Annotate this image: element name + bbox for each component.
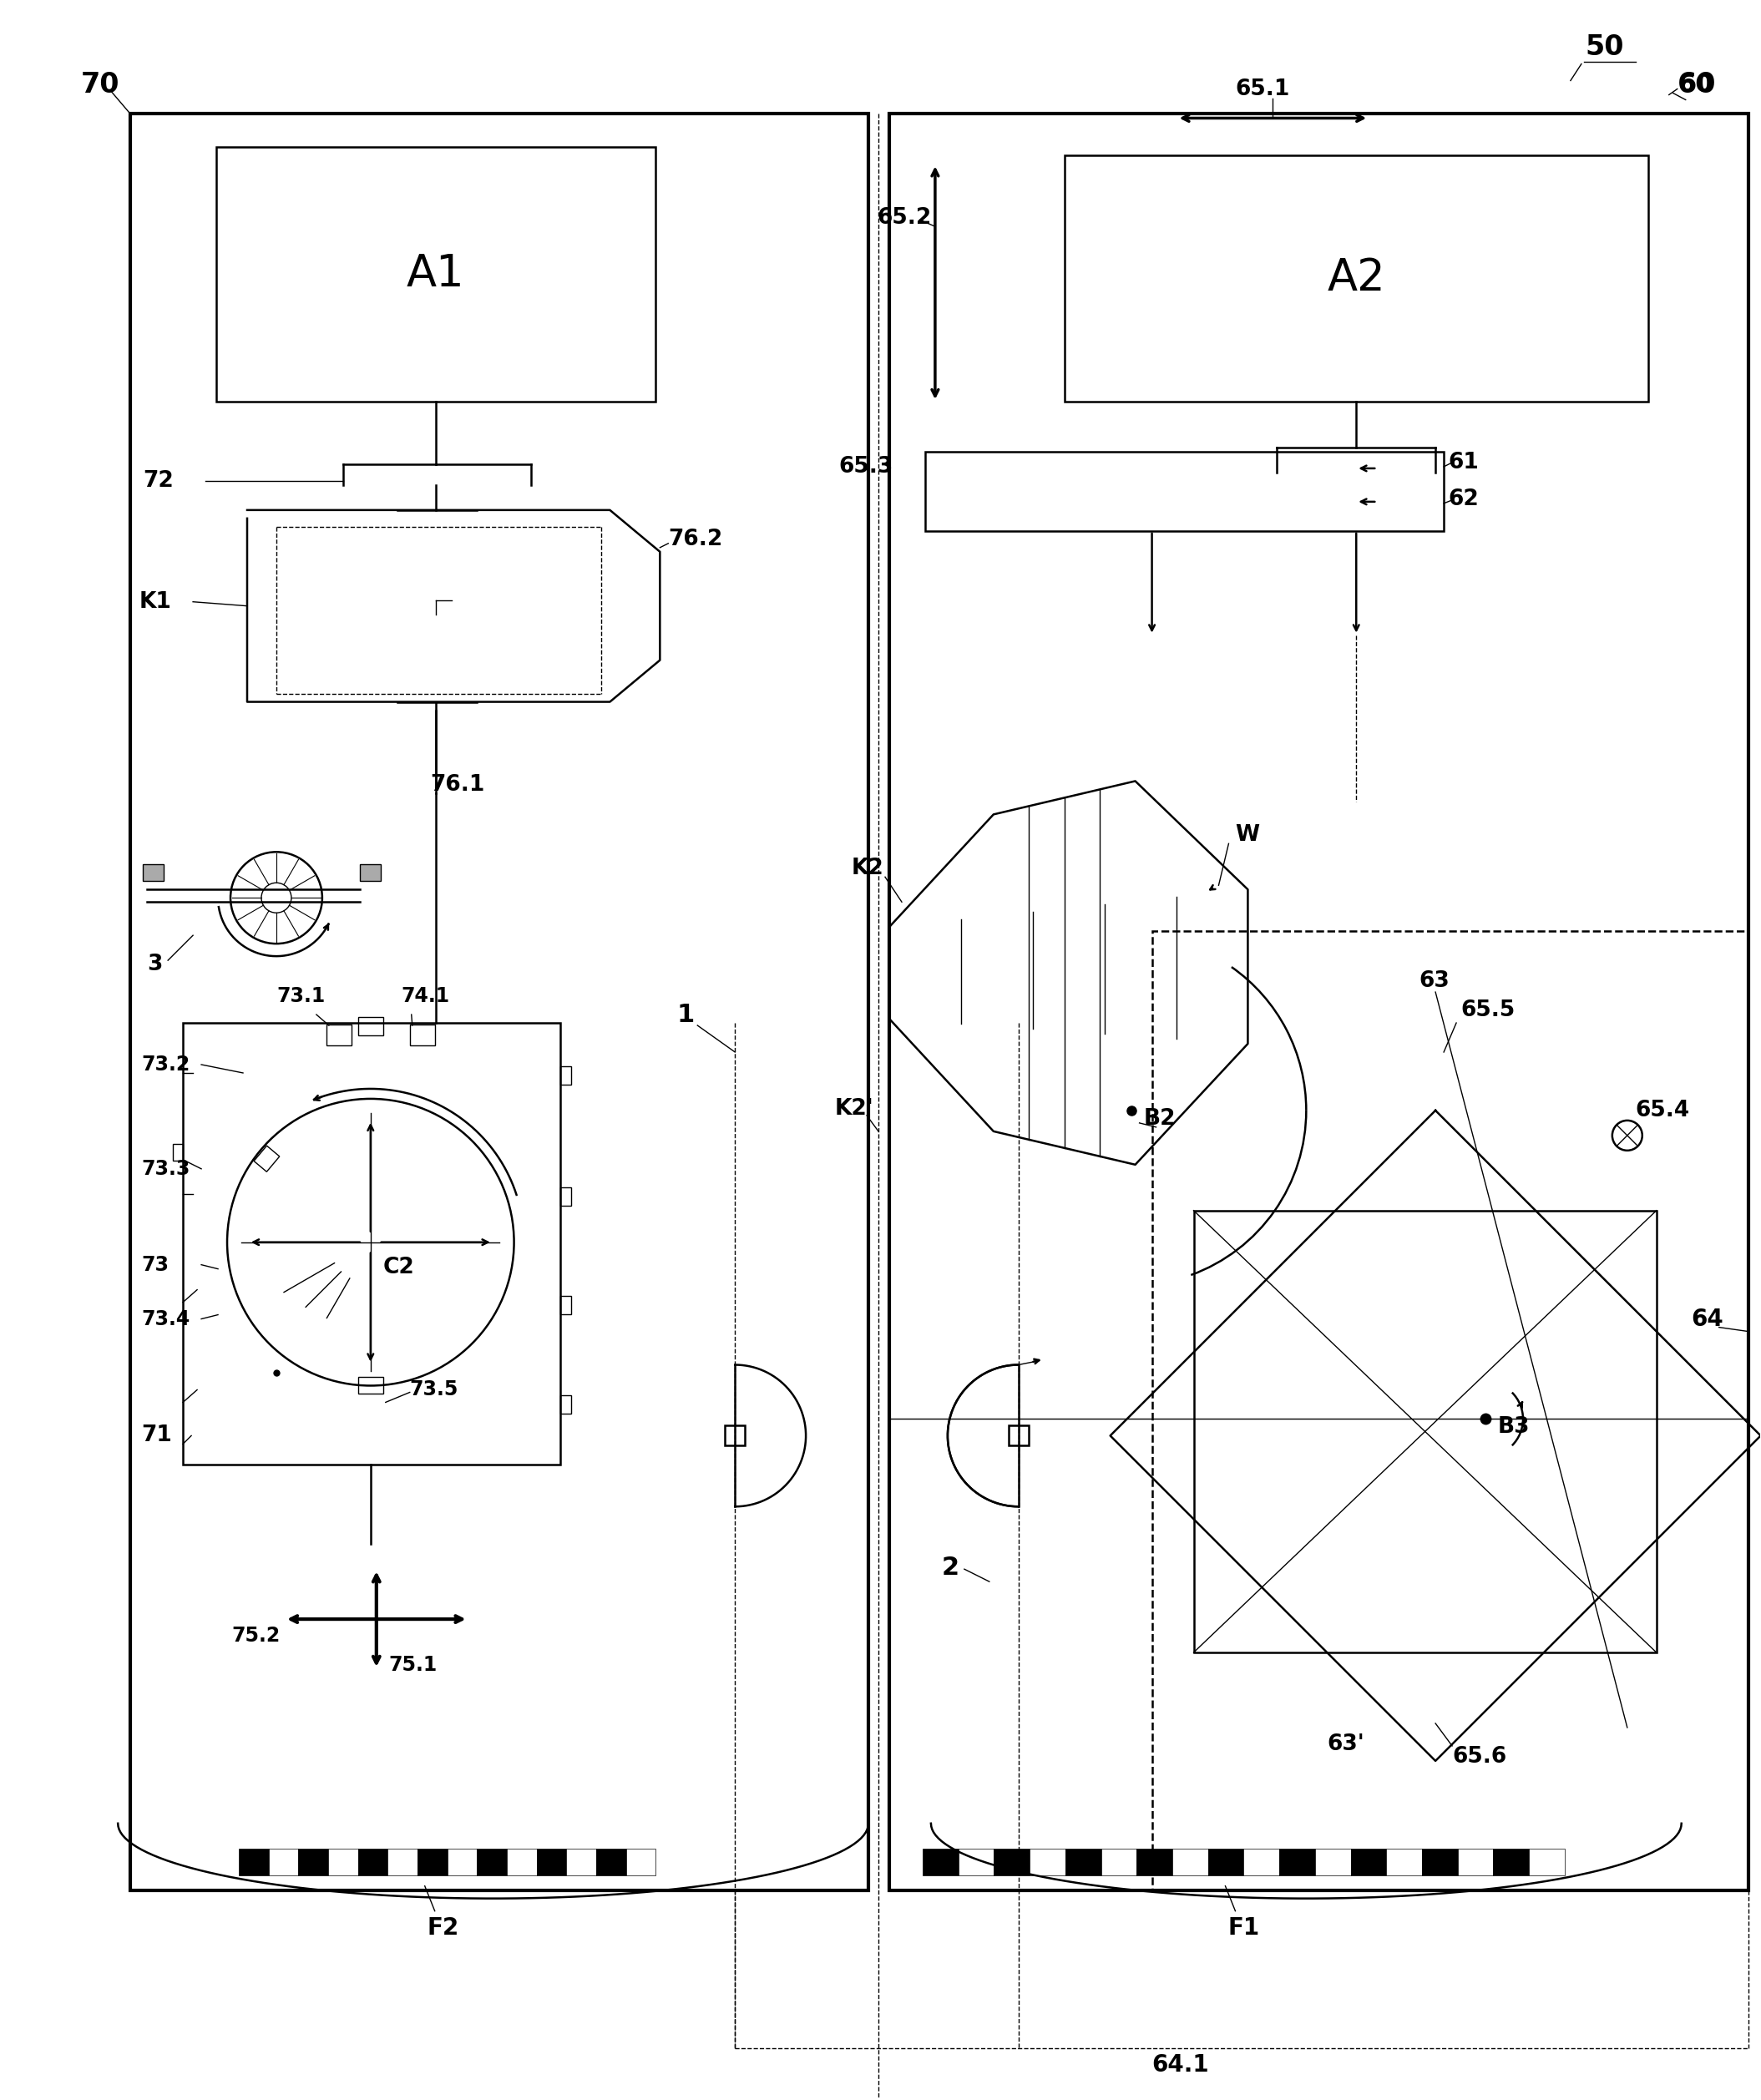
Text: K2': K2': [835, 1098, 873, 1119]
Bar: [537, 1848, 567, 1875]
Text: 60: 60: [1676, 74, 1713, 97]
Bar: [993, 1848, 1030, 1875]
Bar: [357, 1016, 384, 1035]
Bar: [1065, 1848, 1101, 1875]
Bar: [1030, 1848, 1065, 1875]
Bar: [326, 1025, 352, 1046]
Text: 1: 1: [676, 1002, 694, 1027]
Text: 70: 70: [81, 71, 120, 99]
Bar: [183, 1023, 560, 1466]
Bar: [1529, 1848, 1566, 1875]
Bar: [1009, 1426, 1028, 1445]
Bar: [507, 1848, 537, 1875]
Text: 65.6: 65.6: [1453, 1745, 1507, 1768]
Bar: [597, 1848, 625, 1875]
Text: A2: A2: [1328, 256, 1386, 300]
Text: F2: F2: [428, 1915, 460, 1940]
Bar: [1243, 1848, 1278, 1875]
Bar: [925, 452, 1444, 531]
Bar: [1152, 930, 1749, 1890]
Bar: [269, 1848, 298, 1875]
Text: K1: K1: [139, 590, 171, 613]
Bar: [239, 1848, 269, 1875]
Bar: [387, 1848, 417, 1875]
Bar: [254, 1147, 280, 1172]
Text: 65.4: 65.4: [1636, 1100, 1691, 1121]
Text: K2: K2: [851, 857, 884, 880]
Bar: [173, 1145, 183, 1161]
Bar: [1493, 1848, 1529, 1875]
Bar: [447, 1848, 477, 1875]
Text: B2: B2: [1143, 1109, 1176, 1130]
Bar: [1064, 155, 1648, 401]
Text: 64: 64: [1691, 1306, 1724, 1331]
Bar: [1386, 1848, 1423, 1875]
Text: 76.2: 76.2: [667, 529, 722, 550]
Bar: [359, 865, 380, 882]
Bar: [1194, 1210, 1657, 1653]
Bar: [217, 147, 655, 401]
Bar: [1101, 1848, 1136, 1875]
Text: 72: 72: [143, 470, 174, 491]
Text: 73: 73: [141, 1254, 169, 1275]
Text: 74.1: 74.1: [402, 987, 451, 1006]
Text: 75.1: 75.1: [389, 1655, 437, 1676]
Text: 71: 71: [141, 1424, 173, 1447]
Bar: [560, 1397, 572, 1413]
Text: 73.1: 73.1: [276, 987, 326, 1006]
Text: F1: F1: [1227, 1915, 1259, 1940]
Bar: [560, 1067, 572, 1084]
Bar: [1208, 1848, 1243, 1875]
Bar: [1315, 1848, 1351, 1875]
Bar: [130, 113, 868, 1890]
Text: 3: 3: [148, 953, 162, 974]
Bar: [328, 1848, 357, 1875]
Text: 76.1: 76.1: [431, 775, 486, 796]
Text: B3: B3: [1499, 1418, 1530, 1438]
Bar: [477, 1848, 507, 1875]
Text: 73.3: 73.3: [141, 1159, 190, 1178]
Bar: [1136, 1848, 1173, 1875]
Text: 65.5: 65.5: [1460, 1000, 1514, 1021]
Bar: [889, 113, 1749, 1890]
Bar: [726, 1426, 745, 1445]
Text: 61: 61: [1448, 452, 1479, 472]
Bar: [1173, 1848, 1208, 1875]
Bar: [357, 1378, 384, 1394]
Text: 2: 2: [942, 1556, 960, 1579]
Bar: [1458, 1848, 1493, 1875]
Text: 75.2: 75.2: [232, 1625, 280, 1646]
Bar: [567, 1848, 597, 1875]
Bar: [958, 1848, 993, 1875]
Text: 65.1: 65.1: [1234, 78, 1289, 101]
Text: 65.2: 65.2: [877, 208, 932, 229]
Bar: [1423, 1848, 1458, 1875]
Bar: [1278, 1848, 1315, 1875]
Text: 73.4: 73.4: [141, 1308, 190, 1329]
Text: W: W: [1234, 825, 1259, 846]
Bar: [923, 1848, 958, 1875]
Text: 64.1: 64.1: [1152, 2054, 1210, 2077]
Bar: [298, 1848, 328, 1875]
Bar: [560, 1296, 572, 1315]
Bar: [560, 1186, 572, 1205]
Bar: [410, 1025, 435, 1046]
Text: 73.5: 73.5: [410, 1380, 458, 1401]
Text: 60: 60: [1676, 71, 1717, 99]
Bar: [1351, 1848, 1386, 1875]
Text: 65.3: 65.3: [838, 456, 893, 477]
Text: 73.2: 73.2: [141, 1054, 190, 1075]
Text: 63: 63: [1419, 970, 1449, 991]
Bar: [417, 1848, 447, 1875]
Bar: [143, 865, 164, 882]
Text: A1: A1: [407, 252, 465, 296]
Text: 62: 62: [1448, 489, 1479, 510]
Text: 50: 50: [1585, 34, 1624, 61]
Bar: [357, 1848, 387, 1875]
Text: 63': 63': [1328, 1732, 1365, 1756]
Bar: [625, 1848, 655, 1875]
Text: C2: C2: [384, 1256, 414, 1279]
